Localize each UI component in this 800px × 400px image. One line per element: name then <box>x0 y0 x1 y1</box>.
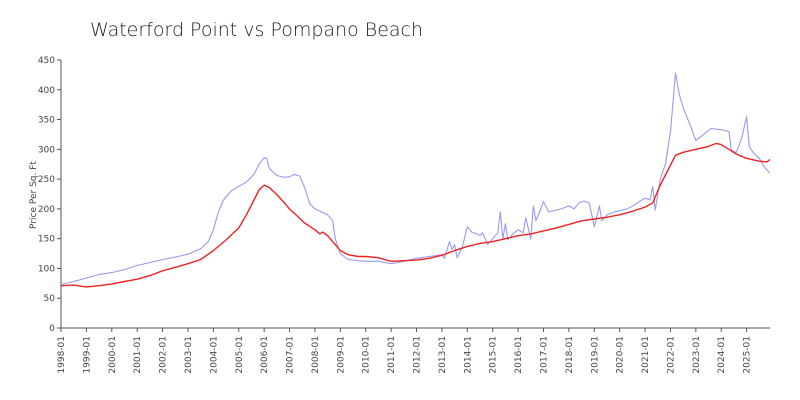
x-tick-label: 2001-01 <box>133 336 143 374</box>
y-ticks: 0 50 100 150 200 250 300 350 400 450 <box>38 56 61 334</box>
x-tick-label: 2004-01 <box>209 336 219 374</box>
x-tick-label: 2012-01 <box>413 336 423 374</box>
y-axis-label: Price Per Sq. Ft <box>29 161 39 229</box>
y-tick-label: 450 <box>38 56 55 66</box>
x-tick-label: 2013-01 <box>438 336 448 374</box>
x-tick-label: 2017-01 <box>539 336 549 374</box>
x-tick-label: 2008-01 <box>311 336 321 374</box>
x-tick-label: 1998-01 <box>57 336 67 374</box>
y-tick-label: 250 <box>38 175 55 185</box>
y-tick-label: 50 <box>44 294 56 304</box>
x-tick-label: 2014-01 <box>463 336 473 374</box>
x-tick-label: 2002-01 <box>159 336 169 374</box>
y-tick-label: 350 <box>38 116 55 126</box>
series-line-1 <box>60 72 771 286</box>
y-tick-label: 400 <box>38 86 55 96</box>
x-tick-label: 2025-01 <box>743 336 753 374</box>
y-tick-label: 300 <box>38 145 55 155</box>
x-tick-label: 2016-01 <box>514 336 524 374</box>
series-line-2 <box>60 142 771 288</box>
x-tick-label: 2024-01 <box>717 336 727 374</box>
y-tick-label: 150 <box>38 235 55 245</box>
series-group <box>60 72 771 288</box>
x-tick-label: 2011-01 <box>387 336 397 374</box>
x-tick-label: 2007-01 <box>286 336 296 374</box>
x-tick-label: 2021-01 <box>641 336 651 374</box>
x-tick-label: 1999-01 <box>82 336 92 374</box>
x-tick-label: 2000-01 <box>108 336 118 374</box>
x-tick-label: 2005-01 <box>235 336 245 374</box>
x-tick-label: 2010-01 <box>362 336 372 374</box>
y-tick-label: 0 <box>49 324 55 334</box>
x-ticks: 1998-01 1999-01 2000-01 2001-01 2002-01 2003-… <box>57 328 753 374</box>
chart-title: Waterford Point vs Pompano Beach <box>90 19 423 41</box>
x-tick-label: 2018-01 <box>565 336 575 374</box>
x-tick-label: 2015-01 <box>489 336 499 374</box>
y-tick-label: 100 <box>38 264 55 274</box>
x-tick-label: 2023-01 <box>692 336 702 374</box>
x-tick-label: 2019-01 <box>590 336 600 374</box>
x-tick-label: 2006-01 <box>260 336 270 374</box>
x-tick-label: 2022-01 <box>666 336 676 374</box>
x-tick-label: 2009-01 <box>336 336 346 374</box>
x-tick-label: 2003-01 <box>184 336 194 374</box>
x-tick-label: 2020-01 <box>616 336 626 374</box>
y-tick-label: 200 <box>38 205 55 215</box>
